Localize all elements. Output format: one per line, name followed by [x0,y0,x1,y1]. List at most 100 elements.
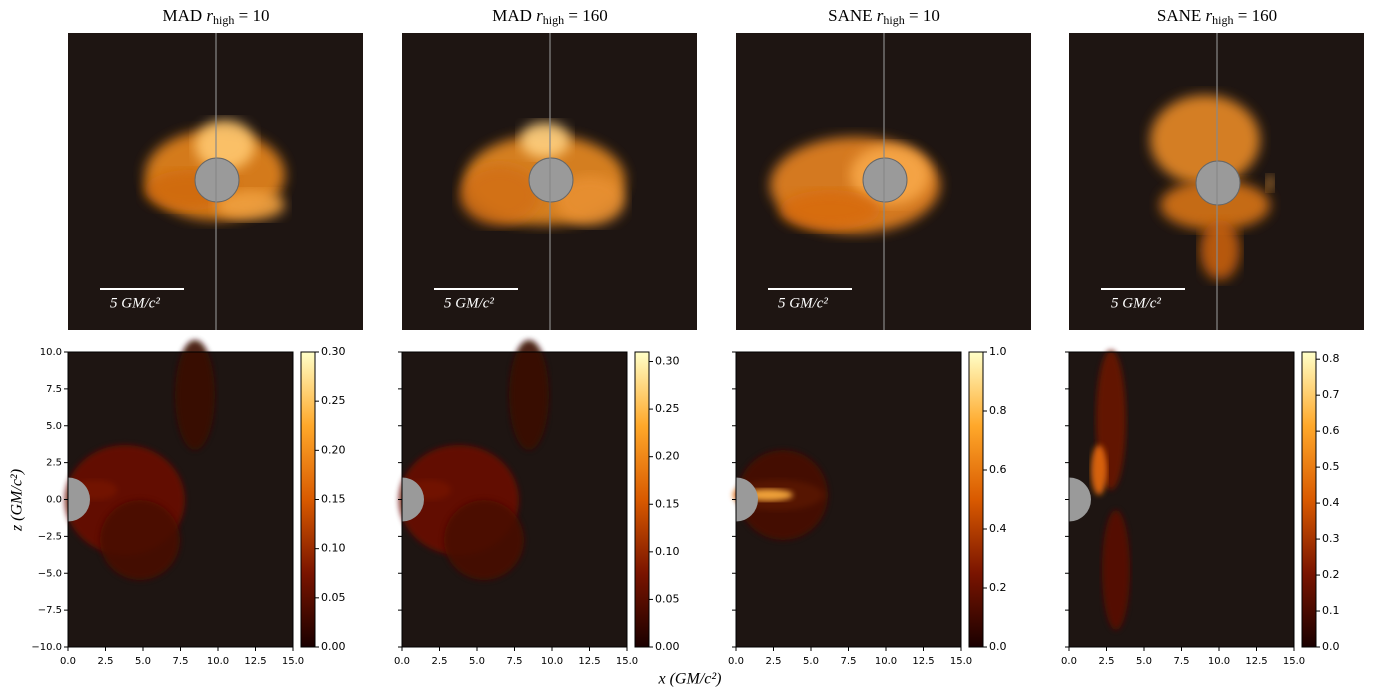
x-tick-label: 12.5 [578,656,600,667]
emission [1102,510,1130,630]
black-hole [862,157,908,203]
title-part: high [1212,13,1233,27]
title-part: MAD [492,6,532,25]
title-part: high [543,13,564,27]
scale-label: 5 GM/c² [110,295,160,311]
y-tick-label: −5.0 [38,568,62,579]
colorbar-tick-label: 0.7 [1322,388,1340,401]
emission [444,500,524,580]
black-hole [68,477,90,522]
colorbar-tick-label: 0.05 [321,591,346,604]
y-tick-label: −2.5 [38,531,62,542]
emission [100,500,180,580]
colorbar-tick-label: 0.05 [655,592,680,605]
y-tick-label: 0.0 [46,495,62,506]
emission [780,190,880,230]
title-part: r [877,6,884,25]
black-hole [1195,160,1241,206]
colorbar-tick-label: 0.2 [1322,568,1340,581]
title-part: = 160 [564,6,608,25]
x-tick-label: 10.0 [541,656,563,667]
black-hole [1069,477,1091,522]
y-tick-label: 7.5 [46,384,62,395]
x-tick-label: 2.5 [432,656,448,667]
x-tick-label: 7.5 [1174,656,1190,667]
colorbar-tick-label: 0.15 [655,497,680,510]
colorbar-tick-label: 0.2 [989,581,1007,594]
black-hole [528,157,574,203]
scale-label: 5 GM/c² [444,295,494,311]
x-tick-label: 12.5 [244,656,266,667]
scale-label: 5 GM/c² [778,295,828,311]
title-part: = 10 [905,6,940,25]
title-part: high [213,13,234,27]
y-tick-label: 10.0 [40,347,62,358]
emission-map [733,450,828,540]
colorbar [634,351,650,648]
x-tick-label: 5.0 [803,656,819,667]
panel-title: SANE rhigh = 160 [1157,6,1277,27]
title-part: SANE [828,6,872,25]
emission-map [65,340,215,580]
emission [509,340,549,450]
x-tick-label: 0.0 [394,656,410,667]
y-axis-label: z (GM/c²) [9,469,26,532]
colorbar-tick-label: 0.4 [1322,496,1340,509]
title-part: = 160 [1234,6,1278,25]
colorbar-tick-label: 0.15 [321,493,346,506]
title-part: r [206,6,213,25]
panel-title: MAD rhigh = 10 [163,6,270,27]
x-tick-label: 5.0 [1136,656,1152,667]
emission [175,340,215,450]
emission [520,122,570,158]
emission [460,165,540,225]
colorbar-tick-label: 0.00 [655,640,680,653]
colorbar-tick-label: 0.6 [1322,424,1340,437]
emission [215,190,285,220]
x-tick-label: 10.0 [875,656,897,667]
colorbar-tick-label: 1.0 [989,345,1007,358]
colorbar-tick-label: 0.1 [1322,604,1340,617]
scale-label: 5 GM/c² [1111,295,1161,311]
colorbar-tick-label: 0.3 [1322,532,1340,545]
colorbar-tick-label: 0.25 [655,402,680,415]
colorbar-tick-label: 0.0 [1322,640,1340,653]
title-part: MAD [163,6,203,25]
x-tick-label: 15.0 [282,656,304,667]
black-hole [194,157,240,203]
colorbar-tick-label: 0.0 [989,640,1007,653]
colorbar [968,351,984,648]
x-tick-label: 2.5 [766,656,782,667]
emission-map [399,340,549,580]
colorbar-tick-label: 0.20 [321,443,346,456]
x-tick-label: 2.5 [98,656,114,667]
colorbar-tick-label: 0.5 [1322,460,1340,473]
y-tick-label: −10.0 [31,642,62,653]
colorbar-tick-label: 0.8 [989,404,1007,417]
x-tick-label: 7.5 [841,656,857,667]
black-hole [736,477,759,522]
title-part: SANE [1157,6,1201,25]
colorbar-tick-label: 0.00 [321,640,346,653]
panel-title: MAD rhigh = 160 [492,6,607,27]
x-tick-label: 7.5 [507,656,523,667]
emission [555,175,625,225]
x-tick-label: 15.0 [616,656,638,667]
emission [1266,175,1274,191]
title-part: high [883,13,904,27]
x-tick-label: 0.0 [728,656,744,667]
x-tick-label: 0.0 [1061,656,1077,667]
x-axis-label: x (GM/c²) [658,671,722,688]
x-tick-label: 7.5 [173,656,189,667]
x-tick-label: 10.0 [1208,656,1230,667]
x-tick-label: 15.0 [950,656,972,667]
panel-title: SANE rhigh = 10 [828,6,940,27]
emission [1091,445,1107,495]
title-part: r [536,6,543,25]
title-part: = 10 [234,6,269,25]
y-tick-label: 2.5 [46,458,62,469]
colorbar [300,351,316,648]
colorbar-tick-label: 0.30 [321,345,346,358]
colorbar-tick-label: 0.10 [321,542,346,555]
